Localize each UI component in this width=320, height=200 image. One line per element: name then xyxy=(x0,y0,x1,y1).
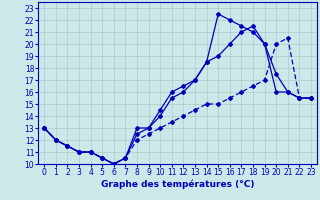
X-axis label: Graphe des températures (°C): Graphe des températures (°C) xyxy=(101,180,254,189)
